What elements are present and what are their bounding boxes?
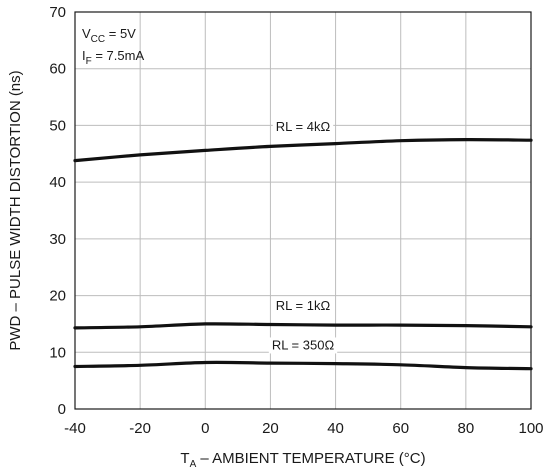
x-tick-label: 100 bbox=[518, 420, 543, 437]
y-tick-label: 30 bbox=[49, 231, 66, 248]
x-tick-label: 60 bbox=[392, 420, 409, 437]
condition-annotations: VCC = 5V IF = 7.5mA bbox=[82, 26, 144, 67]
x-tick-labels: -40 -20 0 20 40 60 80 100 bbox=[64, 420, 543, 437]
y-tick-label: 70 bbox=[49, 4, 66, 21]
series-line-2 bbox=[73, 360, 533, 371]
y-tick-label: 60 bbox=[49, 61, 66, 78]
series-label-0: RL = 4kΩ bbox=[276, 119, 331, 134]
y-axis-title: PWD – PULSE WIDTH DISTORTION (ns) bbox=[7, 70, 24, 350]
series-group: RL = 4kΩ RL = 1kΩ RL = 350Ω bbox=[73, 119, 533, 371]
series-label-1: RL = 1kΩ bbox=[276, 298, 331, 313]
x-tick-label: -20 bbox=[129, 420, 151, 437]
x-tick-label: -40 bbox=[64, 420, 86, 437]
y-tick-label: 10 bbox=[49, 344, 66, 361]
series-line-0 bbox=[73, 137, 533, 163]
annotation-if: IF = 7.5mA bbox=[82, 48, 144, 67]
plot-frame bbox=[74, 11, 532, 410]
series-label-background bbox=[268, 337, 338, 354]
x-axis-title: TA – AMBIENT TEMPERATURE (°C) bbox=[180, 450, 425, 470]
y-tick-label: 40 bbox=[49, 174, 66, 191]
x-tick-label: 0 bbox=[201, 420, 209, 437]
series-label-background bbox=[272, 119, 334, 136]
y-tick-label: 50 bbox=[49, 117, 66, 134]
series-label-background bbox=[272, 297, 334, 314]
x-tick-label: 40 bbox=[327, 420, 344, 437]
x-tick-label: 80 bbox=[458, 420, 475, 437]
y-tick-labels: 0 10 20 30 40 50 60 70 bbox=[49, 4, 66, 418]
x-tick-label: 20 bbox=[262, 420, 279, 437]
series-label-2: RL = 350Ω bbox=[272, 337, 335, 352]
y-tick-label: 20 bbox=[49, 288, 66, 305]
series-line-1 bbox=[73, 322, 533, 330]
y-tick-label: 0 bbox=[58, 401, 66, 418]
annotation-vcc: VCC = 5V bbox=[82, 26, 136, 45]
